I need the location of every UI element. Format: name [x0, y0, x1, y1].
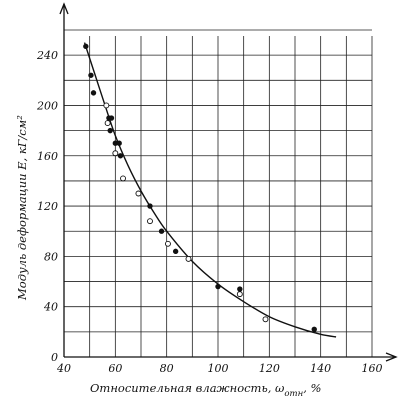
x-tick-label: 100 [208, 362, 229, 375]
x-tick-label: 160 [362, 362, 383, 375]
x-tick-label: 60 [108, 362, 122, 375]
data-point-filled [116, 140, 122, 146]
trend-curve-layer [83, 42, 337, 338]
x-tick-label: 140 [310, 362, 331, 375]
data-point-open [135, 190, 142, 197]
y-tick-label: 200 [36, 99, 58, 112]
x-axis-label-subscript: отн [284, 389, 303, 399]
data-point-filled [311, 326, 317, 333]
data-point-filled [147, 203, 153, 209]
data-point-open [262, 316, 269, 323]
data-point-open [185, 255, 192, 262]
y-axis-label: Модуль деформации E, кГ/см² [15, 115, 29, 301]
y-tick-label: 40 [43, 301, 58, 314]
data-point-filled [158, 228, 165, 234]
y-tick-label: 120 [37, 200, 58, 213]
data-point-filled [107, 127, 113, 134]
data-point-open [104, 120, 111, 127]
x-tick-label: 40 [56, 362, 71, 375]
data-point-open [164, 240, 171, 247]
data-point-filled [172, 248, 179, 255]
y-tick-label: 0 [51, 351, 58, 364]
x-axis-arrow [385, 352, 398, 362]
data-point-open [103, 102, 110, 109]
data-point-filled [88, 72, 94, 78]
x-tick-labels: 40 60 80 100 120 140 160 [56, 362, 383, 375]
data-point-filled [90, 90, 97, 96]
data-point-filled [237, 286, 243, 292]
y-tick-label: 80 [44, 250, 58, 263]
data-point-open [120, 175, 126, 182]
data-points [83, 43, 317, 333]
data-point-filled [117, 153, 124, 159]
y-tick-label: 160 [37, 150, 58, 163]
axes [59, 2, 398, 362]
y-tick-label: 240 [36, 49, 58, 62]
data-point-open [112, 150, 119, 157]
grid [64, 29, 373, 357]
x-tick-label: 80 [160, 362, 174, 375]
data-point-open [236, 291, 243, 298]
x-tick-label: 120 [259, 362, 280, 375]
y-axis-arrow [59, 2, 69, 15]
x-axis-label-main: Относительная влажность, ω [90, 381, 285, 395]
y-tick-labels: 0 40 80 120 160 200 240 [36, 49, 58, 364]
data-point-open [147, 218, 153, 225]
data-point-filled [108, 115, 115, 121]
data-point-filled [83, 43, 89, 50]
data-point-filled [215, 283, 221, 290]
x-axis-label: Относительная влажность, ωотн, % [90, 381, 322, 399]
x-axis-label-unit: , % [303, 381, 321, 395]
trend-curve [83, 42, 337, 338]
